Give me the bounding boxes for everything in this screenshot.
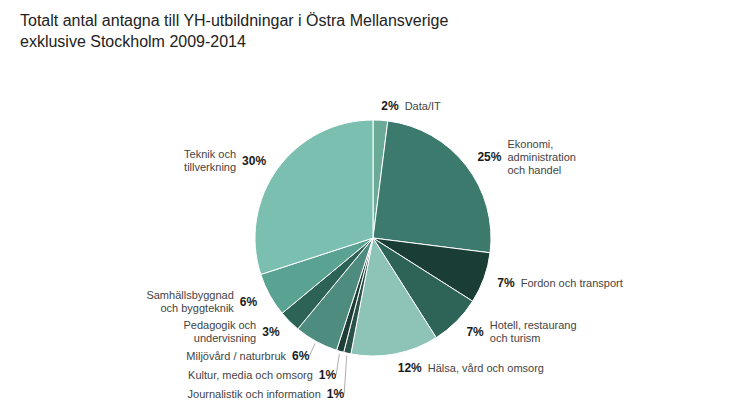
chart: Totalt antal antagna till YH-utbildninga… [0, 0, 746, 411]
leader-line [336, 354, 339, 376]
title-line: exklusive Stockholm 2009-2014 [20, 33, 246, 50]
slice [255, 120, 373, 274]
leader-line [309, 343, 315, 356]
category-label-line: administration [507, 151, 575, 163]
data-label: 1% [319, 368, 337, 382]
data-label: 6% [292, 349, 310, 363]
category-label: Pedagogik ochundervisning [183, 319, 256, 344]
category-label-line: Teknik och [184, 148, 236, 160]
category-label-line: och turism [490, 332, 541, 344]
data-label: 3% [262, 325, 280, 339]
category-label-line: tillverkning [184, 161, 236, 173]
category-label: Fordon och transport [521, 277, 623, 289]
category-label-line: Journalistik och information [188, 388, 321, 400]
category-label-line: Kultur, media och omsorg [188, 369, 313, 381]
category-label: Teknik ochtillverkning [184, 148, 236, 173]
data-label: 7% [466, 325, 484, 339]
title-line: Totalt antal antagna till YH-utbildninga… [20, 12, 448, 29]
data-label: 2% [381, 99, 399, 113]
data-label: 30% [242, 154, 266, 168]
category-label-line: Samhällsbyggnad [146, 289, 233, 301]
leader-line [344, 355, 347, 394]
slice [373, 121, 491, 253]
category-label: Data/IT [405, 100, 441, 112]
category-label-line: Hälsa, vård och omsorg [428, 362, 544, 374]
category-label: Samhällsbyggnadoch byggteknik [146, 289, 234, 314]
data-label: 12% [398, 361, 422, 375]
title: Totalt antal antagna till YH-utbildninga… [20, 12, 448, 50]
category-label-line: Hotell, restaurang [490, 319, 577, 331]
data-label: 7% [497, 276, 515, 290]
category-label-line: Miljövård / naturbruk [186, 350, 286, 362]
category-label: Journalistik och information [188, 388, 321, 400]
category-label-line: Fordon och transport [521, 277, 623, 289]
data-label: 6% [240, 295, 258, 309]
pie: 2% Data/IT 25% Ekonomi,administrationoch ha… [146, 99, 622, 401]
category-label-line: och handel [507, 164, 561, 176]
data-label: 1% [327, 387, 345, 401]
category-label: Hälsa, vård och omsorg [428, 362, 544, 374]
category-label: Ekonomi,administrationoch handel [507, 138, 575, 176]
category-label-line: Pedagogik och [183, 319, 256, 331]
category-label-line: Ekonomi, [507, 138, 553, 150]
category-label: Kultur, media och omsorg [188, 369, 313, 381]
slices [255, 120, 491, 356]
category-label-line: undervisning [194, 332, 256, 344]
category-label-line: och byggteknik [160, 302, 234, 314]
category-label: Hotell, restaurangoch turism [490, 319, 577, 344]
category-label-line: Data/IT [405, 100, 441, 112]
category-label: Miljövård / naturbruk [186, 350, 286, 362]
data-label: 25% [477, 150, 501, 164]
labels: 2% Data/IT 25% Ekonomi,administrationoch ha… [146, 99, 622, 401]
